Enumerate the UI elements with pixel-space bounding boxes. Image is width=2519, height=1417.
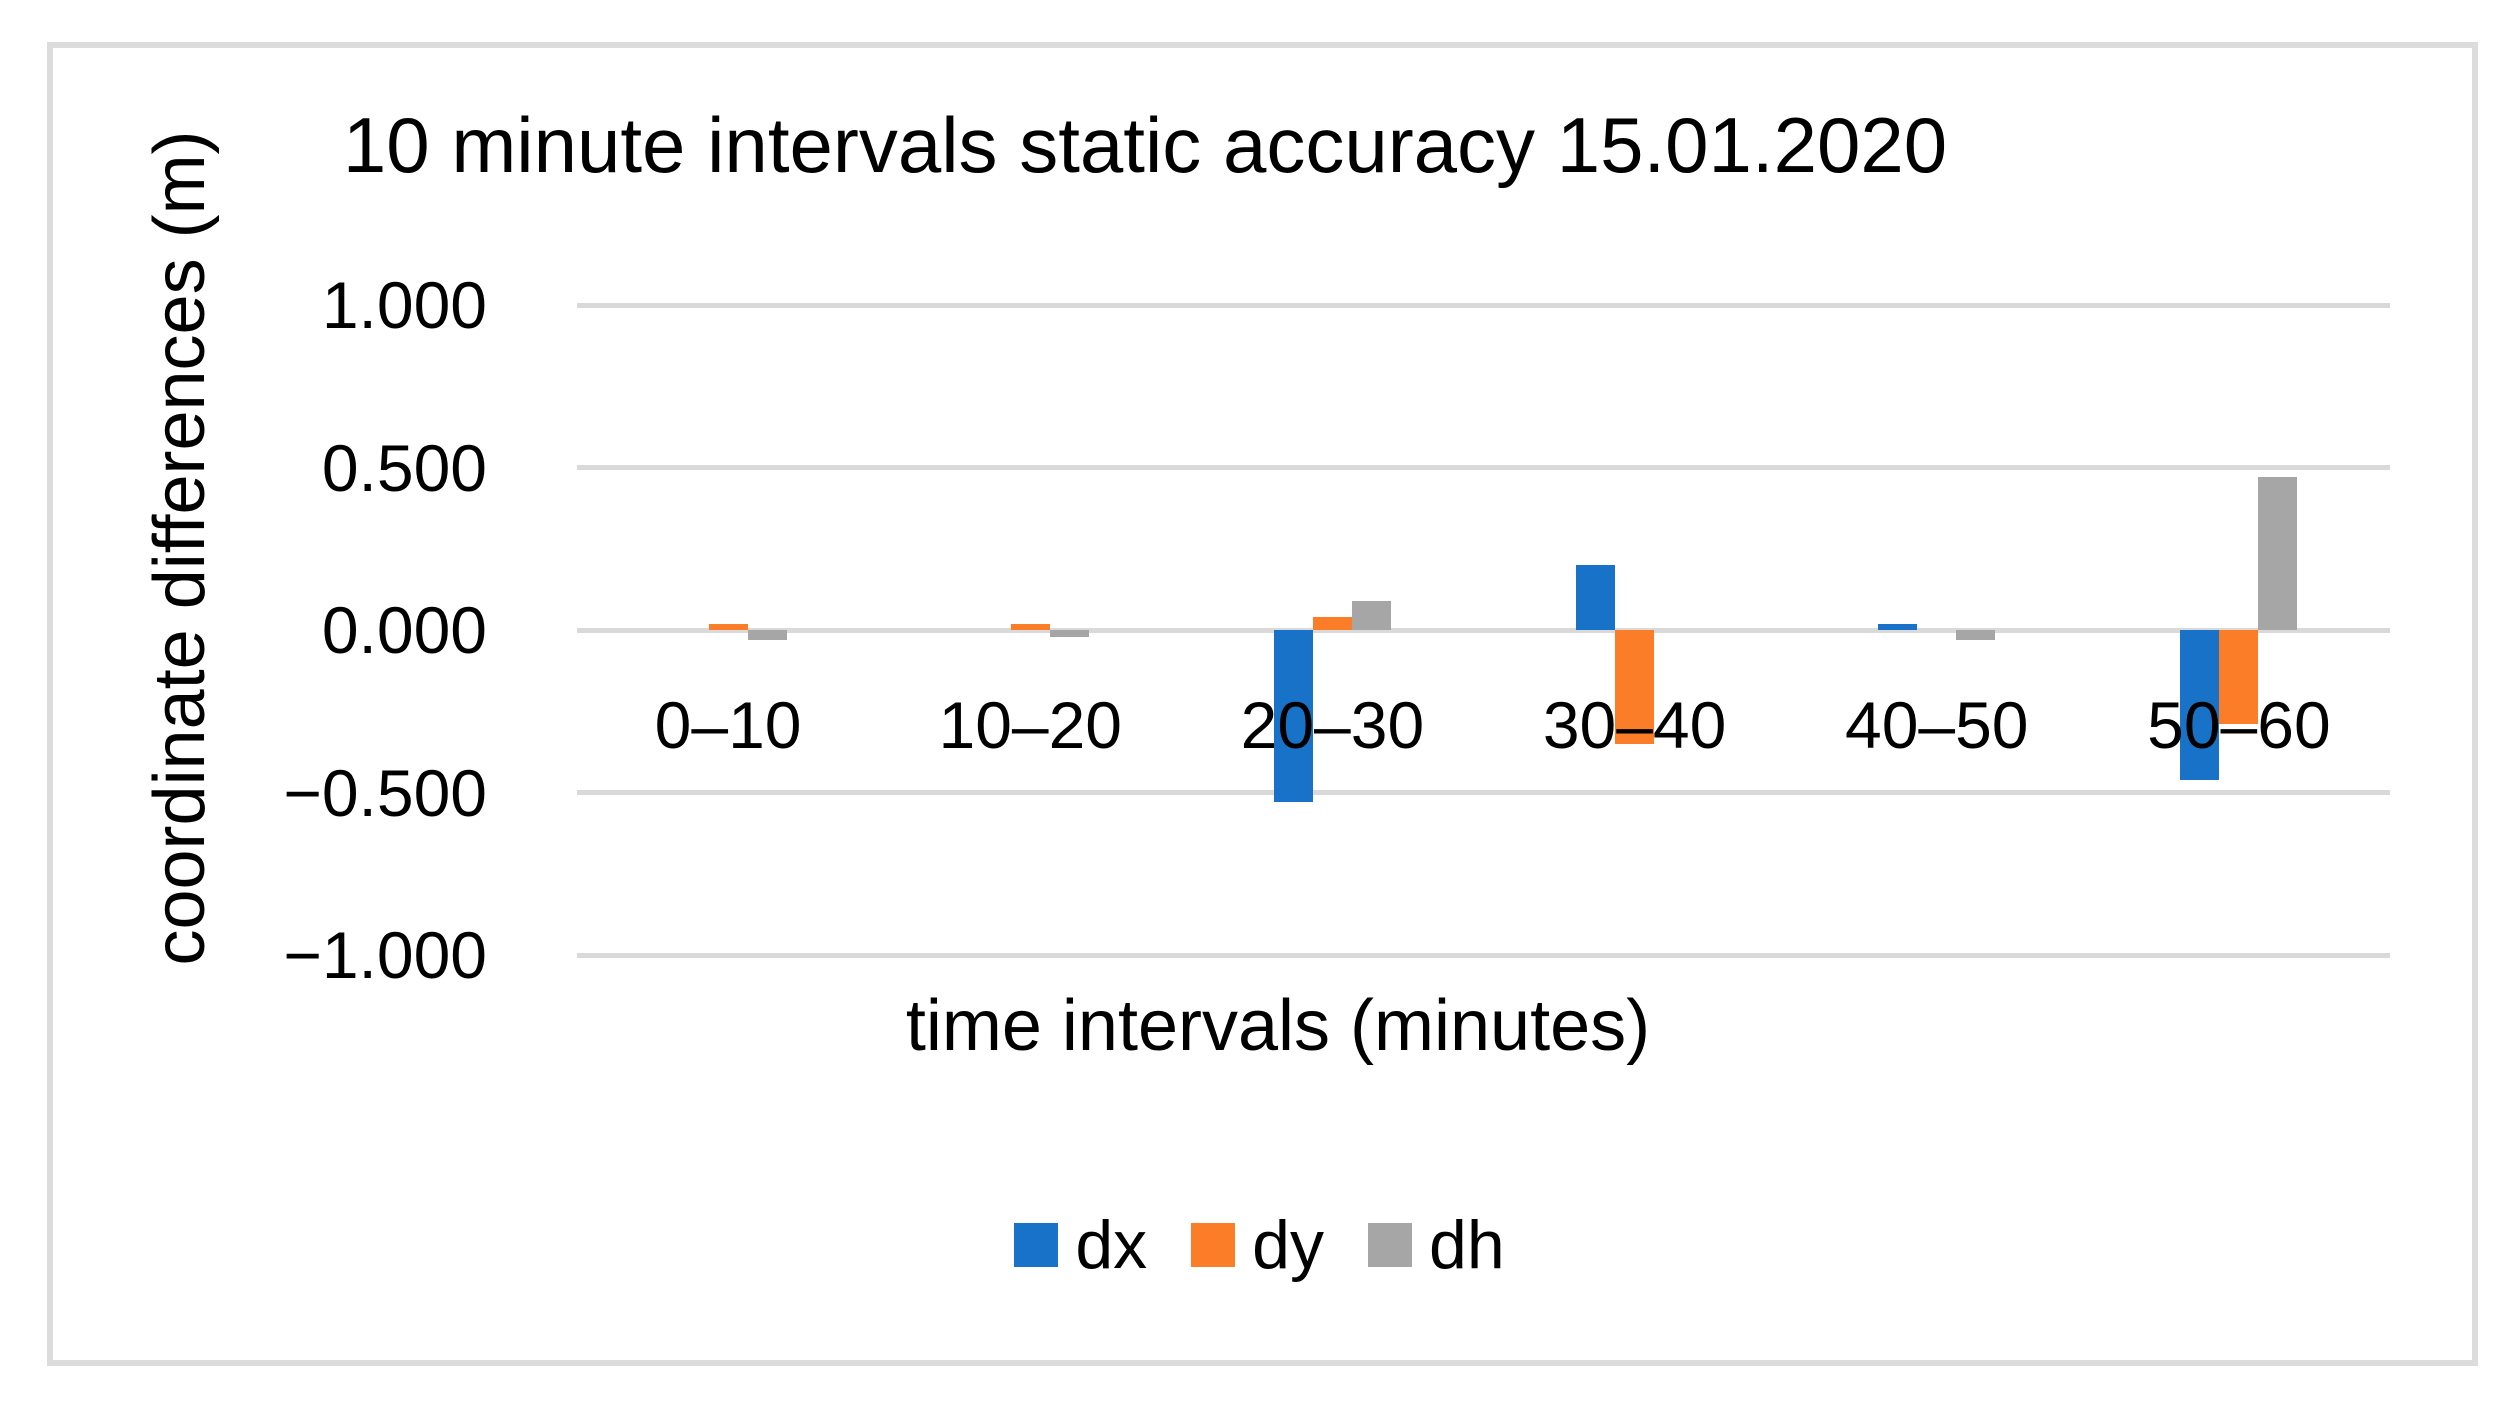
legend-swatch-dx xyxy=(1014,1223,1059,1267)
plot-area xyxy=(577,302,2390,958)
bar-dh-40–50 xyxy=(1956,630,1996,640)
x-category-label-30–40: 30–40 xyxy=(1542,688,1727,762)
bar-dy-20–30 xyxy=(1312,617,1352,630)
y-tick-label: 1.000 xyxy=(321,268,487,342)
y-tick-label: 0.500 xyxy=(321,430,487,505)
bar-dh-20–30 xyxy=(1351,600,1391,630)
x-category-label-20–30: 20–30 xyxy=(1240,688,1425,762)
bar-dx-30–40 xyxy=(1576,565,1616,630)
legend-item-dx: dx xyxy=(1014,1210,1147,1280)
legend-swatch-dy xyxy=(1191,1223,1236,1267)
gridline-y-0.500 xyxy=(577,465,2390,470)
bar-dx-50–60 xyxy=(2180,630,2220,780)
y-tick-label: −0.500 xyxy=(283,755,487,830)
bar-dy-0–10 xyxy=(708,623,748,630)
legend-item-dh: dh xyxy=(1368,1210,1505,1280)
bar-dy-50–60 xyxy=(2219,630,2259,725)
bar-dx-40–50 xyxy=(1878,623,1918,630)
legend-label-dx: dx xyxy=(1075,1207,1148,1283)
y-axis-title: coordinate differences (m) xyxy=(140,130,220,966)
gridline-y-−0.500 xyxy=(577,790,2390,795)
gridline-y-0.000 xyxy=(577,627,2390,633)
legend-label-dh: dh xyxy=(1429,1207,1505,1283)
bar-dh-10–20 xyxy=(1049,630,1089,637)
x-category-label-10–20: 10–20 xyxy=(938,688,1123,762)
bar-dy-30–40 xyxy=(1615,630,1655,744)
y-tick-label: −1.000 xyxy=(283,918,487,992)
y-tick-label: 0.000 xyxy=(321,593,487,667)
x-category-label-0–10: 0–10 xyxy=(654,688,802,762)
x-category-label-50–60: 50–60 xyxy=(2147,688,2331,762)
legend-item-dy: dy xyxy=(1191,1210,1324,1280)
x-category-label-40–50: 40–50 xyxy=(1844,688,2029,762)
legend-label-dy: dy xyxy=(1252,1207,1324,1283)
legend-swatch-dh xyxy=(1368,1223,1412,1267)
bar-dy-10–20 xyxy=(1010,623,1050,630)
bar-dx-20–30 xyxy=(1273,630,1313,803)
bar-dh-50–60 xyxy=(2258,477,2298,630)
figure-border xyxy=(47,42,2478,1366)
legend: dx dy dh xyxy=(0,1210,2519,1280)
x-axis-title: time intervals (minutes) xyxy=(905,986,1651,1066)
gridline-y-1.000 xyxy=(577,302,2390,308)
bar-dh-0–10 xyxy=(747,630,787,640)
chart-title: 10 minute intervals static accuracy 15.0… xyxy=(342,101,1948,189)
gridline-y-−1.000 xyxy=(577,952,2390,958)
